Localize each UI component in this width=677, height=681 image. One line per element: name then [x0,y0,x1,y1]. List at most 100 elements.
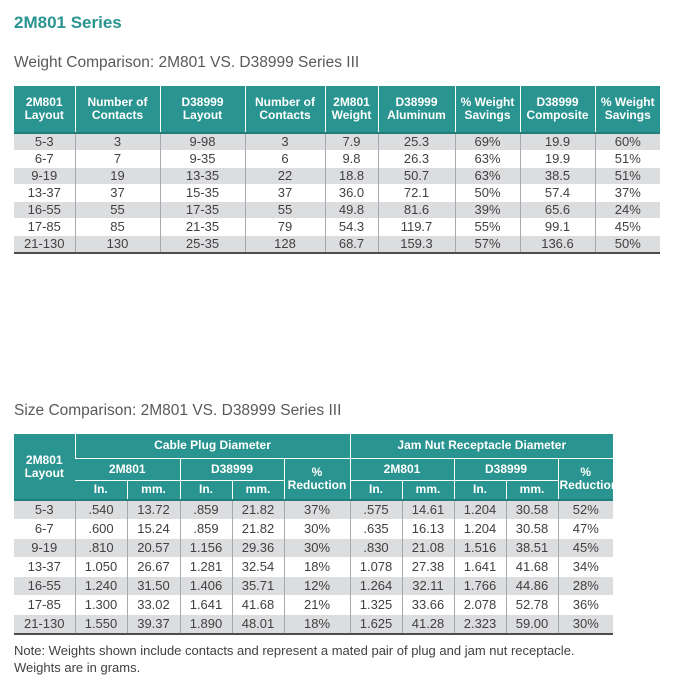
table-cell: 19 [74,167,160,185]
table-cell: 1.300 [74,595,127,615]
weight-table-header: 2M801 Layout Number of Contacts D38999 L… [14,86,660,134]
table-cell: 32.11 [401,576,455,596]
table-cell: 65.6 [519,201,595,219]
column-subgroup-header: D38999 [179,457,284,480]
table-cell: 30% [557,614,614,634]
size-comparison-table: 2M801 Layout Cable Plug Diameter Jam Nut… [14,434,618,635]
table-row: 5-3 3 9-98 3 7.9 25.3 69% 19.9 60% [14,132,660,151]
unit-header: mm. [401,479,455,501]
table-cell: 28% [557,576,614,596]
table-cell: 1.890 [179,614,232,634]
table-cell: 41.68 [231,595,284,615]
table-cell: 55 [74,201,160,219]
table-cell: 51% [594,167,660,185]
table-cell: 57% [454,235,520,253]
table-cell: 119.7 [377,218,455,236]
table-row: 16-55 55 17-35 55 49.8 81.6 39% 65.6 24% [14,201,660,219]
table-row: 13-37 37 15-35 37 36.0 72.1 50% 57.4 37% [14,184,660,202]
table-cell: 1.078 [349,557,403,577]
table-cell: 9-98 [159,132,245,151]
table-cell: 24% [594,201,660,219]
table-cell: 1.325 [349,595,403,615]
table-cell: 69% [454,132,520,151]
table-cell: .635 [349,519,403,539]
table-cell: 52.78 [505,595,559,615]
table-cell: 51% [594,150,660,168]
unit-header: mm. [505,479,559,501]
table-cell: 22 [244,167,325,185]
table-cell: 1.641 [179,595,232,615]
table-cell: 39.37 [126,614,180,634]
table-cell: 21-130 [14,235,75,253]
table-cell: 9-19 [14,167,75,185]
table-cell: 60% [594,132,660,151]
table-cell: 99.1 [519,218,595,236]
table-cell: .859 [179,499,232,520]
column-subgroup-header: D38999 [453,457,559,480]
table-cell: 1.625 [349,614,403,634]
table-cell: 1.550 [74,614,127,634]
unit-header: mm. [231,479,284,501]
table-row: 17-85 85 21-35 79 54.3 119.7 55% 99.1 45% [14,218,660,236]
table-cell: 30% [283,519,351,539]
table-cell: 17-35 [159,201,245,219]
table-cell: 16-55 [14,201,75,219]
table-cell: 6-7 [14,150,75,168]
table-cell: 1.406 [179,576,232,596]
table-cell: 9.8 [324,150,378,168]
unit-header: In. [453,479,507,501]
table-cell: 1.204 [453,519,507,539]
table-cell: 41.28 [401,614,455,634]
table-cell: 6-7 [14,519,75,539]
table-cell: 15.24 [126,519,180,539]
table-cell: .575 [349,499,403,520]
table-cell: 81.6 [377,201,455,219]
table-cell: 29.36 [231,538,284,558]
table-cell: 21% [283,595,351,615]
column-group-header: Jam Nut Receptacle Diameter [349,434,614,458]
table-cell: 1.264 [349,576,403,596]
table-cell: 3 [244,132,325,151]
table-cell: .830 [349,538,403,558]
table-cell: 41.68 [505,557,559,577]
table-cell: 19.9 [519,132,595,151]
table-cell: 49.8 [324,201,378,219]
table-cell: 85 [74,218,160,236]
table-cell: 6 [244,150,325,168]
table-cell: 25-35 [159,235,245,253]
table-cell: 18% [283,557,351,577]
table-cell: 13-37 [14,184,75,202]
weight-comparison-table: 2M801 Layout Number of Contacts D38999 L… [14,86,660,254]
table-cell: 21.08 [401,538,455,558]
table-cell: 7.9 [324,132,378,151]
column-header: D38999 Aluminum [377,86,455,134]
column-header: % Weight Savings [454,86,520,134]
table-cell: 1.281 [179,557,232,577]
table-cell: 17-85 [14,218,75,236]
table-cell: 50% [454,184,520,202]
table-cell: 35.71 [231,576,284,596]
column-header: 2M801 Layout [14,434,75,501]
page-title: 2M801 Series [14,13,122,32]
table-cell: 37% [594,184,660,202]
table-cell: 1.240 [74,576,127,596]
table-cell: 26.67 [126,557,180,577]
table-cell: 30% [283,538,351,558]
table-cell: 36.0 [324,184,378,202]
table-cell: 2.323 [453,614,507,634]
table-cell: 5-3 [14,132,75,151]
table-cell: 30.58 [505,499,559,520]
table-cell: 136.6 [519,235,595,253]
table-cell: 21.82 [231,499,284,520]
table-cell: 18% [283,614,351,634]
table-row: 21-130 1.550 39.37 1.890 48.01 18% 1.625 41.28 2… [14,614,614,634]
weight-table-body: 5-3 3 9-98 3 7.9 25.3 69% 19.9 60% 6-7 7 9-35 6 9.8 26… [14,132,660,253]
size-comparison-title: Size Comparison: 2M801 VS. D38999 Series… [14,402,342,419]
table-cell: 128 [244,235,325,253]
table-cell: 5-3 [14,499,75,520]
column-subgroup-header: 2M801 [349,457,455,480]
table-cell: .859 [179,519,232,539]
table-cell: 26.3 [377,150,455,168]
table-cell: 9-19 [14,538,75,558]
table-row: 21-130 130 25-35 128 68.7 159.3 57% 136.6 50% [14,235,660,253]
